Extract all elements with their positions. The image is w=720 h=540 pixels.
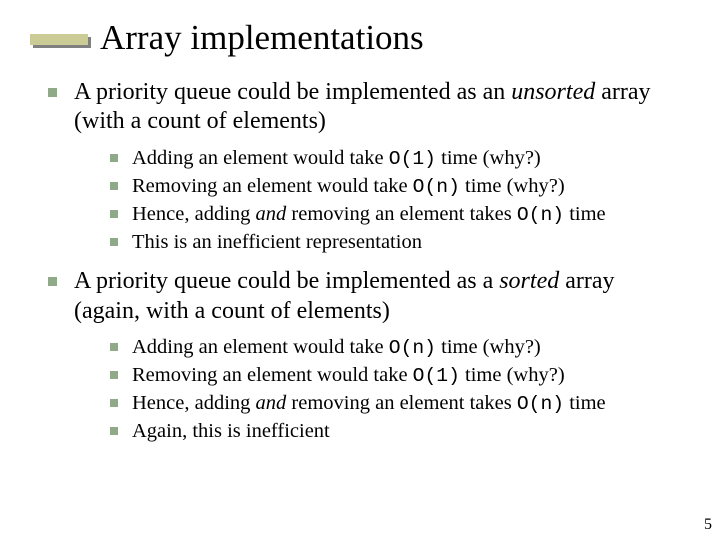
bullet-lvl2-item: This is an inefficient representation — [106, 229, 684, 255]
text-run: time — [564, 203, 606, 225]
code-run: O(n) — [413, 176, 460, 198]
code-run: O(n) — [517, 393, 564, 415]
text-italic: and — [256, 392, 287, 414]
text-run: removing an element takes — [286, 203, 517, 225]
text-run: Adding an element would take — [132, 336, 389, 358]
bullet-lvl2-item: Removing an element would take O(1) time… — [106, 362, 684, 389]
text-run: Hence, adding — [132, 203, 256, 225]
text-run: A priority queue could be implemented as… — [74, 79, 511, 105]
bullet-lvl2-item: Removing an element would take O(n) time… — [106, 173, 684, 200]
title-decoration — [30, 34, 92, 54]
text-italic: sorted — [499, 268, 559, 294]
bullet-list-lvl2: Adding an element would take O(n) time (… — [74, 334, 684, 445]
code-run: O(n) — [517, 204, 564, 226]
bullet-lvl2-item: Adding an element would take O(1) time (… — [106, 145, 684, 172]
slide-title: Array implementations — [100, 18, 684, 58]
text-run: time (why?) — [460, 175, 565, 197]
bullet-lvl2-item: Hence, adding and removing an element ta… — [106, 201, 684, 228]
bullet-list-lvl1: A priority queue could be implemented as… — [42, 78, 684, 445]
square-bullet-icon — [110, 427, 118, 435]
text-run: Removing an element would take — [132, 364, 413, 386]
code-run: O(n) — [389, 337, 436, 359]
text-run: removing an element takes — [286, 392, 517, 414]
square-bullet-icon — [110, 399, 118, 407]
square-bullet-icon — [110, 182, 118, 190]
title-block: Array implementations — [100, 18, 684, 58]
text-run: time (why?) — [436, 147, 541, 169]
square-bullet-icon — [110, 238, 118, 246]
square-bullet-icon — [110, 343, 118, 351]
text-run: time (why?) — [436, 336, 541, 358]
bullet-lvl1-item: A priority queue could be implemented as… — [42, 267, 684, 444]
code-run: O(1) — [413, 365, 460, 387]
text-run: time — [564, 392, 606, 414]
text-run: Adding an element would take — [132, 147, 389, 169]
deco-bar — [30, 34, 88, 45]
square-bullet-icon — [48, 277, 57, 286]
bullet-list-lvl2: Adding an element would take O(1) time (… — [74, 145, 684, 256]
square-bullet-icon — [110, 371, 118, 379]
bullet-lvl2-item: Again, this is inefficient — [106, 418, 684, 444]
text-italic: and — [256, 203, 287, 225]
square-bullet-icon — [110, 210, 118, 218]
text-run: This is an inefficient representation — [132, 231, 422, 253]
text-run: Hence, adding — [132, 392, 256, 414]
slide: Array implementations A priority queue c… — [0, 0, 720, 540]
bullet-lvl1-item: A priority queue could be implemented as… — [42, 78, 684, 255]
bullet-lvl2-item: Adding an element would take O(n) time (… — [106, 334, 684, 361]
page-number: 5 — [704, 516, 712, 534]
text-italic: unsorted — [511, 79, 595, 105]
text-run: time (why?) — [460, 364, 565, 386]
text-run: Removing an element would take — [132, 175, 413, 197]
square-bullet-icon — [110, 154, 118, 162]
code-run: O(1) — [389, 148, 436, 170]
square-bullet-icon — [48, 88, 57, 97]
content: A priority queue could be implemented as… — [36, 78, 684, 445]
text-run: Again, this is inefficient — [132, 420, 330, 442]
text-run: A priority queue could be implemented as… — [74, 268, 499, 294]
bullet-lvl2-item: Hence, adding and removing an element ta… — [106, 390, 684, 417]
